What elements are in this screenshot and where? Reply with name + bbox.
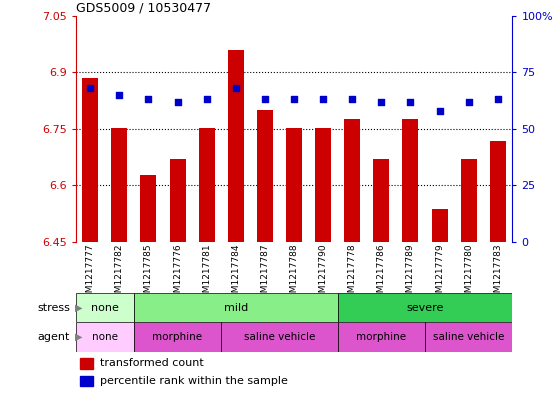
Text: morphine: morphine [356, 332, 407, 342]
Text: transformed count: transformed count [100, 358, 203, 368]
Bar [461, 159, 477, 242]
Point [348, 96, 357, 103]
Point [377, 99, 386, 105]
Bar [315, 128, 331, 242]
Bar [76, 293, 134, 322]
Text: ▶: ▶ [74, 332, 82, 342]
Text: ▶: ▶ [74, 303, 82, 312]
Bar [228, 50, 244, 242]
Bar [432, 209, 447, 242]
Bar [221, 322, 338, 352]
Bar [338, 322, 425, 352]
Point [231, 85, 240, 91]
Point [202, 96, 211, 103]
Bar [76, 322, 134, 352]
Bar [344, 119, 360, 242]
Bar [257, 110, 273, 242]
Bar [170, 159, 185, 242]
Bar [134, 322, 221, 352]
Text: saline vehicle: saline vehicle [433, 332, 505, 342]
Text: mild: mild [223, 303, 248, 312]
Bar [80, 358, 93, 369]
Text: severe: severe [407, 303, 444, 312]
Text: none: none [91, 303, 119, 312]
Bar [141, 174, 156, 242]
Point [493, 96, 502, 103]
Text: percentile rank within the sample: percentile rank within the sample [100, 376, 287, 386]
Point [290, 96, 298, 103]
Point [435, 107, 444, 114]
Text: none: none [92, 332, 118, 342]
Point [144, 96, 153, 103]
Point [406, 99, 415, 105]
Text: saline vehicle: saline vehicle [244, 332, 315, 342]
Point [260, 96, 269, 103]
Bar [425, 322, 512, 352]
Bar [199, 128, 214, 242]
Bar [403, 119, 418, 242]
Bar [490, 141, 506, 242]
Point [173, 99, 182, 105]
Bar [286, 128, 302, 242]
Point [319, 96, 328, 103]
Bar [374, 159, 389, 242]
Bar [82, 78, 98, 242]
Text: morphine: morphine [152, 332, 203, 342]
Text: GDS5009 / 10530477: GDS5009 / 10530477 [76, 2, 211, 15]
Text: stress: stress [37, 303, 70, 312]
Point [115, 92, 124, 98]
Point [86, 85, 95, 91]
Bar [338, 293, 512, 322]
Bar [134, 293, 338, 322]
Text: agent: agent [38, 332, 70, 342]
Bar [111, 128, 127, 242]
Bar [80, 376, 93, 386]
Point [464, 99, 473, 105]
